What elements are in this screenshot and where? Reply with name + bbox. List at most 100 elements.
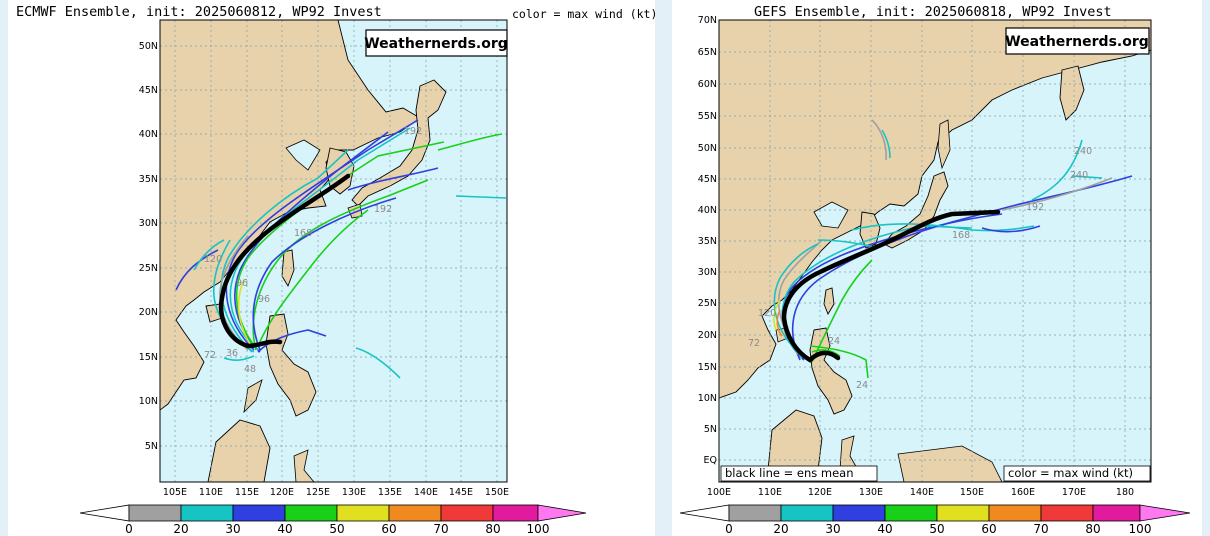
member-track [237,279,251,345]
svg-text:0: 0 [125,522,133,536]
member-track [809,345,869,379]
track-hour-label: 24 [828,336,840,347]
japan [883,171,949,249]
ecmwf-colorbar [79,504,587,522]
lon-label: 150E [485,487,509,498]
lon-label: 160E [1011,487,1035,498]
svg-text:60: 60 [981,522,996,536]
svg-text:black line = ens mean: black line = ens mean [725,466,854,480]
lat-label: 60N [698,79,717,90]
track-hour-label: 120 [758,308,776,319]
lon-label: 140E [414,487,438,498]
member-track [455,195,507,199]
lon-label: 180 [1116,487,1134,498]
gefs-colorbar [679,504,1191,522]
ecmwf-latitude-labels: 50N 45N 40N 35N 30N 25N 20N 15N 10N 5N [139,41,158,452]
gefs-watermark: Weathernerds.org [1005,27,1150,55]
japan [351,79,447,207]
track-hour-label: 48 [244,364,256,375]
lat-label: 20N [139,307,158,318]
svg-text:80: 80 [1085,522,1100,536]
gefs-latitude-labels: 70N 65N 60N 55N 50N 45N 40N 35N 30N 25N … [698,15,717,466]
member-track [981,225,1041,233]
lon-label: 135E [378,487,402,498]
lat-label: EQ [704,455,717,466]
member-track [257,209,369,347]
svg-text:Weathernerds.org: Weathernerds.org [364,36,508,52]
lat-label: 15N [139,352,158,363]
track-hour-label: 72 [748,338,760,349]
gefs-map-frame [718,19,1152,483]
member-track [1031,139,1083,201]
member-track [773,299,781,331]
korea [859,211,881,249]
lat-label: 10N [698,393,717,404]
lon-label: 100E [707,487,731,498]
track-hour-label: 24 [856,380,868,391]
member-track [871,119,887,161]
lon-label: 110E [758,487,782,498]
member-track [252,179,429,351]
member-track [219,235,249,351]
asia-mainland [160,20,421,411]
svg-text:100: 100 [527,522,550,536]
track-hour-label: 72 [204,350,216,361]
lat-label: 50N [698,143,717,154]
track-hour-label: 192 [1026,202,1044,213]
gefs-longitude-labels: 100E 110E 120E 130E 140E 150E 160E 170E … [707,487,1134,498]
svg-text:70: 70 [1033,522,1048,536]
member-track [437,133,503,151]
member-track [220,149,349,353]
lat-label: 25N [139,263,158,274]
lon-label: 120E [808,487,832,498]
track-hour-label: 192 [374,204,392,215]
lon-label: 120E [270,487,294,498]
gefs-mean-track [781,209,1001,363]
gefs-map: 192 240 240 168 120 24 72 24 Weathernerd… [679,15,1191,536]
track-hour-label: 168 [952,230,970,241]
member-track [776,309,783,337]
ecmwf-title: ECMWF Ensemble, init: 2025060812, WP92 I… [16,4,382,20]
member-track [1001,177,1113,211]
lat-label: 70N [698,15,717,26]
borneo [207,419,271,482]
svg-text:30: 30 [825,522,840,536]
svg-text:50: 50 [929,522,944,536]
svg-text:100: 100 [1129,522,1152,536]
lon-label: 170E [1062,487,1086,498]
lon-label: 150E [960,487,984,498]
lat-label: 15N [698,362,717,373]
taiwan [823,287,835,316]
lon-label: 145E [449,487,473,498]
ecmwf-longitude-labels: 105E 110E 115E 120E 125E 130E 135E 140E … [163,487,509,498]
gefs-color-label-box: color = max wind (kt) [1003,465,1151,482]
member-track [851,223,1035,232]
ecmwf-watermark: Weathernerds.org [364,29,508,57]
track-hour-label: 168 [294,228,312,239]
lat-label: 45N [698,174,717,185]
svg-text:color = max wind (kt): color = max wind (kt) [1008,466,1133,480]
track-hour-label: 240 [1074,146,1092,157]
track-hour-label: 96 [258,294,270,305]
ecmwf-map: 192 168 96 96 192 120 72 48 36 Weatherne… [79,19,587,536]
lon-label: 125E [306,487,330,498]
member-track [347,167,439,191]
lat-label: 10N [139,396,158,407]
track-hour-label: 240 [1070,170,1088,181]
track-hour-label: 36 [226,348,238,359]
svg-text:20: 20 [773,522,788,536]
svg-text:70: 70 [433,522,448,536]
lat-label: 65N [698,47,717,58]
svg-text:80: 80 [485,522,500,536]
kamchatka [1059,65,1085,121]
lat-label: 20N [698,330,717,341]
lat-label: 30N [139,218,158,229]
gefs-track-hour-labels: 192 240 240 168 120 24 72 24 [748,146,1092,391]
lat-label: 30N [698,267,717,278]
ecmwf-mean-track [218,173,351,349]
svg-text:60: 60 [381,522,396,536]
lon-label: 115E [235,487,259,498]
member-track [223,355,255,361]
track-hour-label: 192 [404,126,422,137]
member-track [252,197,397,351]
